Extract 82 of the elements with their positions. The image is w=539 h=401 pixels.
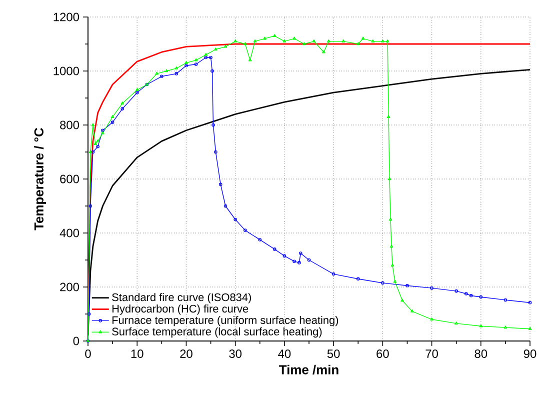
point (454, 289, 458, 293)
point (410, 309, 414, 312)
point (272, 34, 276, 37)
point (342, 39, 346, 42)
y-tick-label: 1200 (54, 12, 80, 22)
point (174, 66, 178, 70)
point (298, 261, 301, 264)
point (212, 123, 215, 127)
x-tick-label: 80 (474, 350, 488, 358)
point (209, 56, 212, 60)
point (386, 115, 390, 118)
x-tick-label: 60 (376, 350, 389, 358)
point (356, 277, 360, 281)
point (406, 284, 409, 288)
point (194, 58, 198, 62)
point (218, 182, 222, 186)
point (96, 139, 100, 142)
point (110, 115, 114, 118)
point (282, 39, 286, 42)
x-tick-label: 10 (131, 350, 144, 358)
point (464, 292, 468, 296)
point (110, 120, 114, 124)
point (386, 39, 390, 42)
point (101, 128, 104, 132)
y-tick-label: 1000 (54, 66, 80, 76)
legend-label: Standard fire curve (ISO834) (112, 293, 251, 304)
point (155, 72, 158, 75)
x-tick-label: 70 (426, 350, 438, 358)
point (332, 272, 336, 276)
point (210, 69, 214, 73)
point (244, 228, 247, 232)
legend-label: Hydrocarbon (HC) fire curve (112, 304, 248, 315)
point (204, 56, 208, 60)
point (194, 62, 198, 66)
point (272, 248, 276, 251)
point (312, 39, 316, 42)
point (184, 64, 188, 68)
point (214, 48, 218, 50)
point (454, 322, 458, 325)
point (94, 142, 98, 145)
point (234, 218, 237, 222)
point (96, 144, 100, 148)
y-tick-label: 800 (60, 120, 80, 130)
point (248, 58, 252, 62)
y-tick-label: 600 (60, 174, 80, 184)
point (469, 294, 473, 298)
x-axis-title: Time /min (279, 364, 338, 374)
x-tick-label: 50 (327, 350, 340, 358)
x-tick-label: 30 (229, 350, 242, 358)
point (160, 74, 164, 78)
point (164, 69, 168, 72)
x-tick-label: 0 (85, 350, 91, 358)
point (253, 39, 257, 42)
legend-label: Surface temperature (local surface heating) (112, 327, 322, 338)
point (381, 281, 384, 285)
point (184, 61, 188, 64)
y-tick-label: 400 (60, 228, 80, 238)
y-tick-label: 0 (73, 336, 80, 346)
point (234, 39, 237, 42)
x-tick-label: 90 (524, 350, 536, 358)
point (204, 52, 208, 56)
point (381, 39, 384, 42)
y-tick-label: 200 (60, 282, 80, 292)
point (135, 90, 139, 94)
point (214, 150, 218, 154)
point (327, 39, 330, 42)
point (174, 72, 178, 76)
y-axis-title: Temperature / °C (34, 128, 46, 230)
point (244, 42, 247, 46)
point (299, 252, 302, 255)
point (371, 39, 374, 42)
point (224, 44, 228, 48)
point (120, 107, 124, 110)
point (302, 42, 306, 46)
x-tick-label: 40 (278, 350, 291, 358)
x-tick-label: 20 (180, 350, 192, 358)
point (390, 264, 394, 266)
legend-label: Furnace temperature (uniform surface heating) (112, 316, 338, 326)
point (258, 238, 262, 242)
point (479, 295, 483, 299)
point (430, 286, 434, 290)
point (292, 260, 296, 263)
